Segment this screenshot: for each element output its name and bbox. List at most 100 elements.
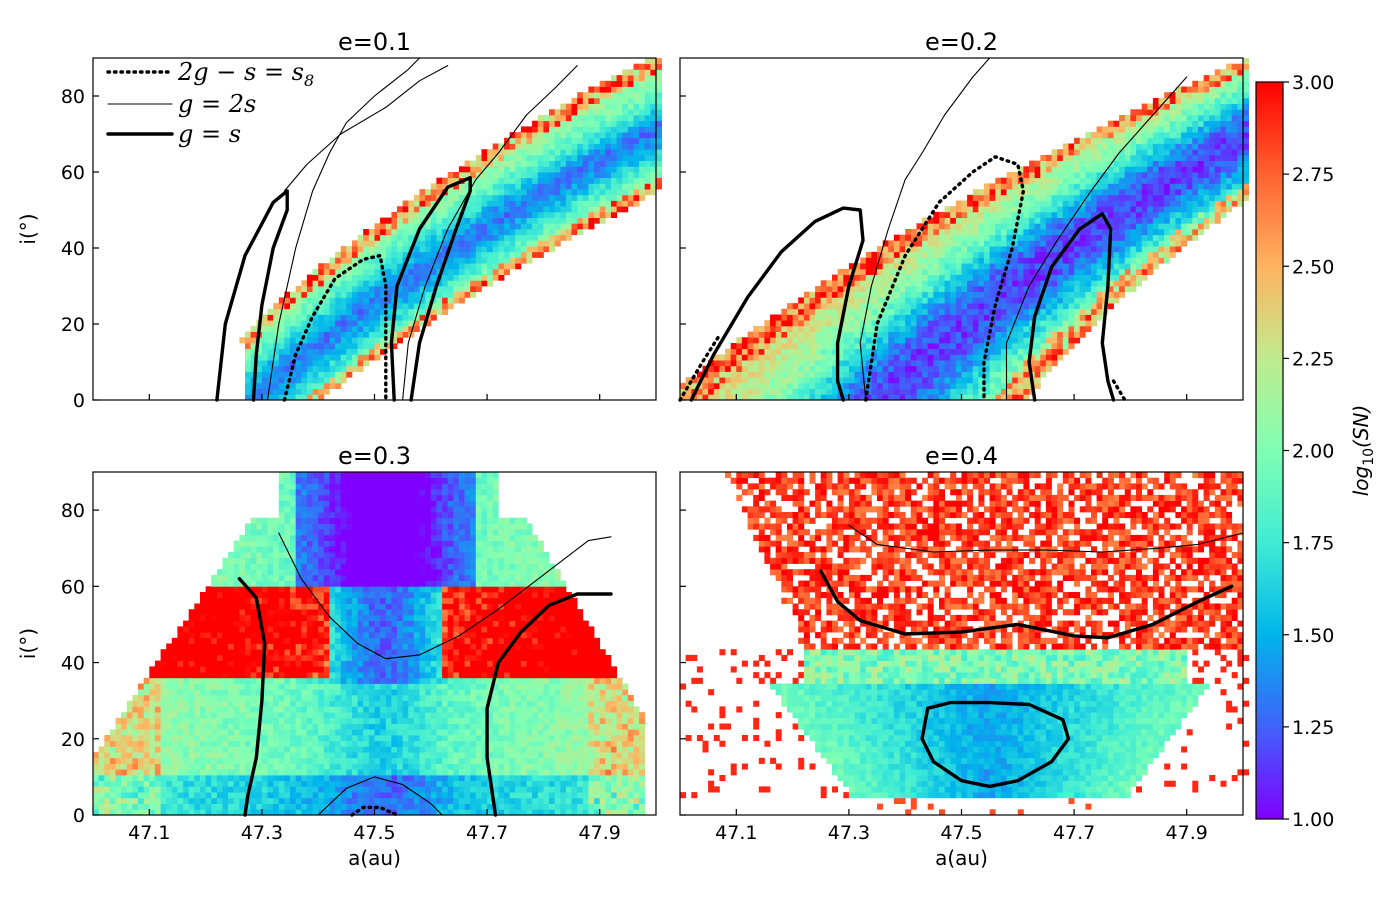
heatmap-cell (893, 377, 900, 384)
heatmap-cell (633, 189, 640, 196)
heatmap-cell (1130, 251, 1137, 258)
heatmap-cell (290, 320, 296, 327)
heatmap-cell (177, 632, 184, 639)
heatmap-cell (565, 115, 572, 122)
heatmap-cell (639, 143, 646, 150)
heatmap-cell (470, 246, 477, 253)
heatmap-cell (1017, 223, 1024, 230)
heatmap-cell (565, 194, 572, 201)
heatmap-cell (115, 746, 122, 753)
heatmap-cell (882, 280, 889, 287)
heatmap-cell (736, 360, 743, 367)
heatmap-cell (899, 388, 906, 395)
heatmap-cell (1158, 143, 1165, 150)
heatmap-cell (775, 388, 782, 395)
heatmap-cell (905, 280, 912, 287)
heatmap-cell (374, 223, 381, 230)
heatmap-cell (955, 280, 962, 287)
heatmap-cell (644, 166, 651, 173)
heatmap-cell (329, 354, 336, 361)
heatmap-cell (939, 348, 945, 355)
heatmap-cell (211, 649, 218, 656)
heatmap-cell (1164, 149, 1171, 156)
heatmap-cell (972, 337, 979, 344)
heatmap-cell (346, 308, 353, 315)
heatmap-cell (177, 746, 184, 753)
heatmap-cell (149, 752, 156, 759)
heatmap-cell (1141, 177, 1148, 184)
heatmap-cell (639, 120, 646, 127)
heatmap-cell (854, 291, 861, 298)
heatmap-cell (436, 183, 443, 190)
heatmap-cell (809, 382, 816, 389)
heatmap-cell (121, 803, 128, 810)
heatmap-cell (1074, 314, 1081, 321)
heatmap-cell (470, 160, 477, 167)
heatmap-cell (916, 382, 923, 389)
heatmap-cell (301, 371, 308, 378)
heatmap-cell (1119, 206, 1126, 213)
heatmap-cell (571, 109, 578, 116)
heatmap-cell (809, 308, 816, 315)
heatmap-cell (582, 103, 589, 110)
heatmap-cell (104, 763, 111, 770)
heatmap-cell (532, 189, 539, 196)
heatmap-cell (363, 251, 370, 258)
heatmap-cell (1074, 297, 1081, 304)
heatmap-cell (571, 200, 578, 207)
heatmap-cell (284, 343, 291, 350)
heatmap-cell (860, 377, 867, 384)
heatmap-cell (599, 200, 606, 207)
heatmap-cell (843, 268, 850, 275)
heatmap-cell (397, 337, 403, 344)
heatmap-cell (93, 803, 99, 810)
heatmap-cell (1141, 223, 1148, 230)
heatmap-cell (284, 354, 291, 361)
heatmap-cell (1034, 377, 1041, 384)
heatmap-cell (905, 331, 912, 338)
heatmap-cell (470, 217, 477, 224)
heatmap-cell (1079, 240, 1086, 247)
heatmap-cell (910, 320, 917, 327)
heatmap-cell (143, 769, 150, 776)
heatmap-cell (1164, 126, 1171, 133)
heatmap-cell (916, 251, 923, 258)
heatmap-cell (826, 382, 833, 389)
heatmap-cell (335, 331, 342, 338)
heatmap-cell (143, 706, 150, 713)
heatmap-cell (205, 632, 212, 639)
heatmap-cell (582, 115, 589, 122)
heatmap-cell (526, 132, 533, 139)
heatmap-cell (340, 325, 347, 332)
heatmap-cell (680, 382, 686, 389)
heatmap-cell (408, 211, 415, 218)
heatmap-cell (1000, 280, 1007, 287)
heatmap-cell (565, 126, 572, 133)
heatmap-cell (1203, 172, 1210, 179)
heatmap-cell (115, 729, 122, 736)
heatmap-cell (832, 286, 838, 293)
heatmap-cell (984, 331, 990, 338)
heatmap-cell (989, 240, 996, 247)
heatmap-cell (1214, 126, 1221, 133)
heatmap-cell (577, 177, 584, 184)
heatmap-cell (599, 206, 606, 213)
heatmap-cell (972, 211, 979, 218)
heatmap-cell (1175, 97, 1182, 104)
heatmap-cell (815, 365, 822, 372)
heatmap-cell (899, 377, 906, 384)
heatmap-cell (211, 740, 218, 747)
heatmap-cell (160, 746, 167, 753)
heatmap-cell (183, 723, 190, 730)
heatmap-cell (98, 786, 105, 793)
heatmap-cell (1152, 115, 1159, 122)
heatmap-cell (1057, 160, 1064, 167)
heatmap-cell (588, 120, 595, 127)
heatmap-cell (492, 257, 499, 264)
heatmap-cell (554, 211, 561, 218)
heatmap-cell (1029, 240, 1036, 247)
heatmap-cell (537, 217, 544, 224)
heatmap-cell (121, 809, 128, 816)
heatmap-cell (837, 365, 844, 372)
heatmap-cell (893, 360, 900, 367)
